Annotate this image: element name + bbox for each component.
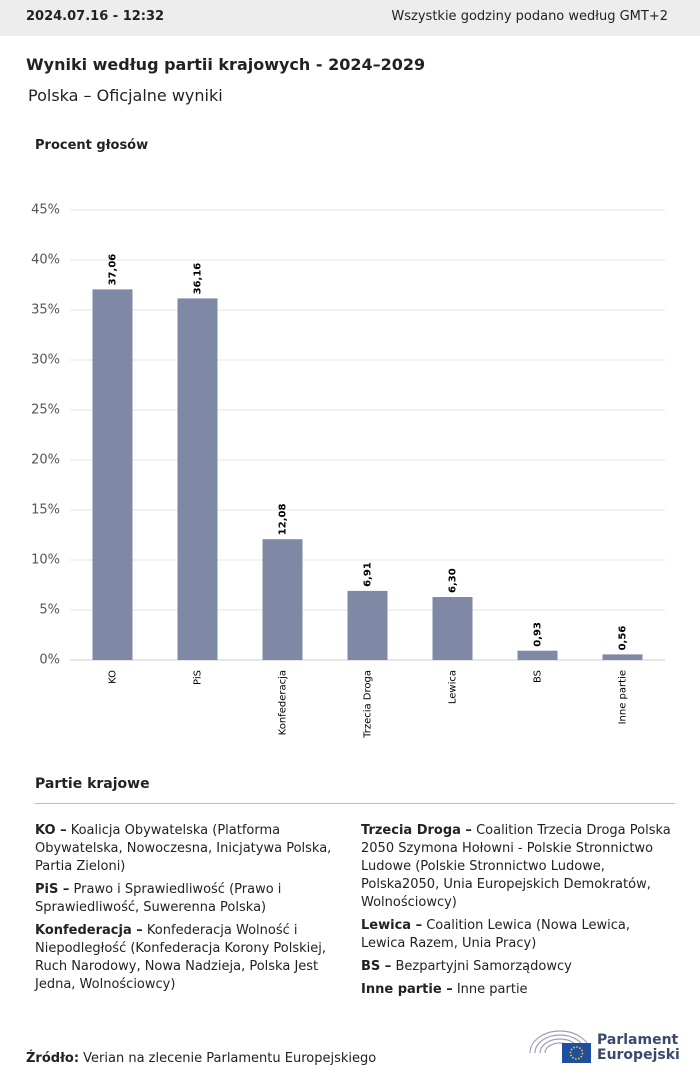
- bar: [517, 650, 558, 660]
- party-description: Coalition Trzecia Droga Polska 2050 Szym…: [361, 823, 671, 910]
- legend-title: Partie krajowe: [35, 776, 150, 792]
- legend-item: Trzecia Droga – Coalition Trzecia Droga …: [361, 822, 671, 912]
- legend-item: BS – Bezpartyjni Samorządowcy: [361, 958, 671, 976]
- value-label: 12,08: [278, 504, 289, 536]
- party-description: Coalition Lewica (Nowa Lewica, Lewica Ra…: [361, 918, 630, 951]
- party-abbr: Konfederacja –: [35, 923, 143, 938]
- divider: [35, 803, 675, 804]
- legend-item: Inne partie – Inne partie: [361, 981, 671, 999]
- chart-title: Wyniki według partii krajowych - 2024–20…: [26, 55, 426, 74]
- logo: [529, 1030, 591, 1063]
- value-label: 37,06: [108, 254, 119, 286]
- party-abbr: BS –: [361, 959, 392, 974]
- x-tick-label: Inne partie: [618, 670, 629, 724]
- legend-item: Konfederacja – Konfederacja Wolność i Ni…: [35, 922, 350, 994]
- bar: [262, 539, 303, 660]
- top-bar: 2024.07.16 - 12:32 Wszystkie godziny pod…: [0, 0, 700, 36]
- legend-item: KO – Koalicja Obywatelska (Platforma Oby…: [35, 822, 350, 876]
- y-tick-label: 10%: [31, 553, 60, 568]
- source: Źródło: Verian na zlecenie Parlamentu Eu…: [26, 1051, 376, 1066]
- bar: [92, 289, 133, 660]
- value-label: 6,91: [363, 562, 374, 587]
- party-abbr: PiS –: [35, 882, 70, 897]
- value-label: 36,16: [193, 263, 204, 295]
- x-tick-label: Konfederacja: [278, 670, 289, 735]
- timestamp: 2024.07.16 - 12:32: [26, 9, 165, 24]
- party-description: Koalicja Obywatelska (Platforma Obywatel…: [35, 823, 332, 874]
- party-description: Konfederacja Wolność i Niepodległość (Ko…: [35, 923, 326, 992]
- chart-subtitle: Polska – Oficjalne wyniki: [28, 86, 223, 105]
- value-label: 0,56: [618, 626, 629, 651]
- x-tick-label: PiS: [193, 670, 204, 685]
- bar: [432, 597, 473, 660]
- y-tick-label: 35%: [31, 303, 60, 318]
- legend-column: KO – Koalicja Obywatelska (Platforma Oby…: [35, 822, 350, 999]
- legend-item: PiS – Prawo i Sprawiedliwość (Prawo i Sp…: [35, 881, 350, 917]
- bar: [602, 654, 643, 660]
- party-description: Prawo i Sprawiedliwość (Prawo i Sprawied…: [35, 882, 282, 915]
- y-tick-label: 20%: [31, 453, 60, 468]
- party-abbr: Lewica –: [361, 918, 423, 933]
- y-tick-label: 0%: [39, 653, 60, 668]
- x-tick-label: Trzecia Droga: [363, 670, 374, 739]
- party-abbr: KO –: [35, 823, 67, 838]
- y-axis-label: Procent głosów: [35, 138, 149, 153]
- value-label: 0,93: [533, 622, 544, 647]
- logo-line: Europejski: [597, 1047, 680, 1063]
- y-tick-label: 45%: [31, 203, 60, 218]
- chart: 0% 5% 10% 15% 20% 25% 30% 35% 40% 45% 37,06 KO 36,16…: [31, 203, 665, 739]
- logo-line: Parlament: [597, 1032, 679, 1048]
- bar: [177, 298, 218, 660]
- value-label: 6,30: [448, 568, 459, 593]
- legend-column: Trzecia Droga – Coalition Trzecia Droga …: [361, 822, 671, 1004]
- party-description: Inne partie: [456, 982, 528, 997]
- source-label: Źródło:: [26, 1051, 80, 1066]
- y-tick-label: 15%: [31, 503, 60, 518]
- source-text: Verian na zlecenie Parlamentu Europejski…: [83, 1051, 377, 1066]
- x-tick-label: KO: [108, 670, 119, 684]
- legend-item: Lewica – Coalition Lewica (Nowa Lewica, …: [361, 917, 671, 953]
- x-tick-label: BS: [533, 670, 544, 683]
- y-tick-label: 25%: [31, 403, 60, 418]
- timezone-note: Wszystkie godziny podano według GMT+2: [391, 9, 668, 24]
- y-tick-label: 5%: [39, 603, 60, 618]
- x-tick-label: Lewica: [448, 670, 459, 704]
- y-tick-label: 40%: [31, 253, 60, 268]
- party-abbr: Inne partie –: [361, 982, 453, 997]
- party-description: Bezpartyjni Samorządowcy: [395, 959, 572, 974]
- logo-text: Parlament Europejski: [597, 1033, 680, 1063]
- y-tick-label: 30%: [31, 353, 60, 368]
- party-abbr: Trzecia Droga –: [361, 823, 472, 838]
- bar: [347, 590, 388, 660]
